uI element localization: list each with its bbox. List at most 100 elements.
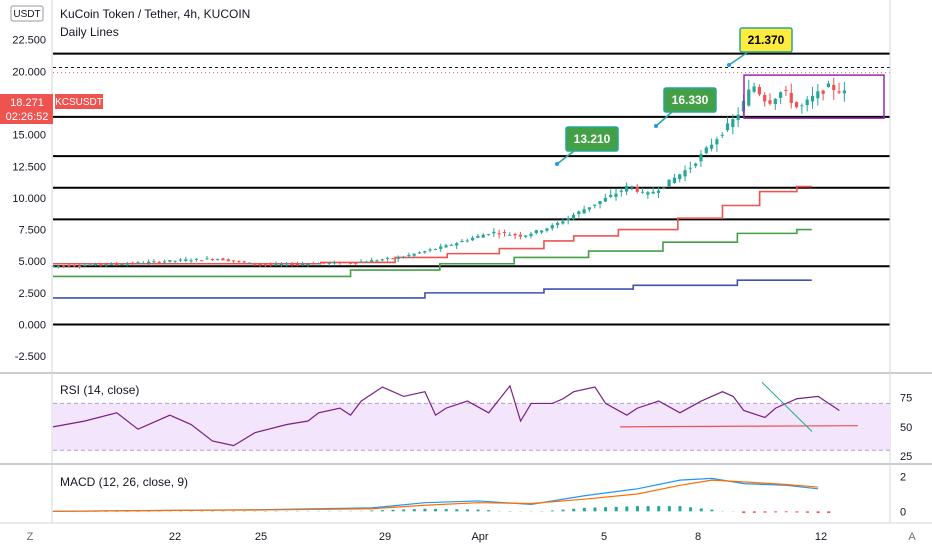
candle-body[interactable] (359, 261, 363, 263)
candle-body[interactable] (285, 263, 289, 265)
candle-body[interactable] (269, 264, 273, 266)
candle-body[interactable] (168, 260, 172, 262)
candle-body[interactable] (784, 89, 788, 91)
candle-body[interactable] (662, 187, 666, 189)
candle-body[interactable] (131, 262, 135, 264)
candle-body[interactable] (439, 246, 443, 249)
candle-body[interactable] (555, 222, 560, 225)
candle-body[interactable] (407, 254, 411, 256)
candle-body[interactable] (513, 233, 517, 236)
candle-body[interactable] (842, 90, 846, 94)
candle-body[interactable] (417, 252, 422, 254)
candle-body[interactable] (497, 233, 501, 235)
candle-body[interactable] (109, 263, 114, 265)
candle-body[interactable] (51, 265, 55, 267)
annotation-box[interactable] (565, 126, 619, 152)
candle-body[interactable] (715, 139, 719, 145)
candle-body[interactable] (263, 264, 268, 266)
candle-body[interactable] (731, 119, 735, 128)
candle-body[interactable] (566, 217, 570, 221)
candle-body[interactable] (115, 263, 119, 265)
candle-body[interactable] (391, 258, 395, 260)
candle-body[interactable] (837, 91, 841, 93)
candle-body[interactable] (279, 264, 283, 266)
candle-body[interactable] (577, 211, 581, 214)
candle-body[interactable] (428, 249, 432, 251)
candle-body[interactable] (630, 186, 634, 188)
candle-body[interactable] (805, 99, 809, 106)
candle-body[interactable] (242, 261, 246, 263)
candle-body[interactable] (609, 194, 613, 197)
candle-body[interactable] (125, 263, 129, 265)
candle-body[interactable] (486, 234, 491, 236)
candle-body[interactable] (423, 251, 427, 253)
moving-average-line[interactable] (53, 185, 812, 265)
candle-body[interactable] (832, 84, 836, 91)
candle-body[interactable] (184, 259, 188, 261)
candle-body[interactable] (481, 234, 485, 238)
candle-body[interactable] (258, 264, 262, 266)
candle-body[interactable] (157, 261, 161, 263)
candle-body[interactable] (210, 259, 214, 261)
rsi-trendline[interactable] (619, 425, 859, 428)
candle-body[interactable] (56, 265, 60, 267)
macd-pane[interactable]: MACD (12, 26, close, 9) 2 0 (51, 472, 907, 519)
candle-body[interactable] (794, 102, 799, 108)
candle-body[interactable] (433, 248, 438, 250)
candle-body[interactable] (672, 177, 677, 183)
candle-body[interactable] (688, 167, 692, 169)
candle-body[interactable] (614, 193, 618, 197)
candle-body[interactable] (226, 259, 230, 262)
candle-body[interactable] (338, 262, 342, 264)
candle-body[interactable] (237, 261, 241, 263)
candle-body[interactable] (725, 123, 730, 131)
moving-average-line[interactable] (53, 279, 812, 299)
candle-body[interactable] (656, 190, 661, 193)
candle-body[interactable] (216, 259, 220, 261)
candle-body[interactable] (598, 201, 602, 205)
candle-body[interactable] (62, 265, 66, 267)
candle-body[interactable] (316, 263, 321, 265)
candle-body[interactable] (768, 100, 772, 104)
candle-body[interactable] (231, 260, 236, 262)
candle-body[interactable] (332, 262, 337, 264)
candle-body[interactable] (104, 264, 108, 266)
candle-body[interactable] (763, 95, 767, 102)
candle-body[interactable] (810, 95, 815, 102)
candle-body[interactable] (460, 240, 464, 243)
candle-body[interactable] (587, 207, 592, 210)
candle-body[interactable] (524, 235, 528, 237)
candle-body[interactable] (502, 232, 507, 234)
candle-body[interactable] (386, 257, 390, 259)
candle-body[interactable] (603, 197, 607, 202)
candle-body[interactable] (683, 170, 687, 177)
candle-body[interactable] (625, 185, 629, 192)
moving-average-line[interactable] (53, 228, 812, 278)
candle-body[interactable] (470, 237, 475, 241)
candle-body[interactable] (571, 214, 576, 220)
candle-body[interactable] (178, 259, 183, 261)
candle-body[interactable] (295, 263, 299, 265)
candle-body[interactable] (800, 105, 804, 107)
time-axis[interactable]: 22 25 29 Apr 5 8 12 (169, 531, 827, 543)
candle-body[interactable] (455, 243, 459, 246)
candle-body[interactable] (93, 263, 98, 266)
candle-body[interactable] (194, 258, 199, 260)
candle-body[interactable] (699, 154, 703, 162)
candle-body[interactable] (582, 209, 586, 214)
candle-body[interactable] (290, 264, 294, 266)
candle-body[interactable] (465, 240, 469, 242)
candle-body[interactable] (529, 233, 533, 237)
candle-body[interactable] (120, 264, 124, 266)
candle-body[interactable] (646, 192, 650, 195)
candle-body[interactable] (205, 258, 209, 260)
candle-body[interactable] (306, 263, 310, 265)
candle-body[interactable] (550, 225, 554, 229)
candle-body[interactable] (274, 263, 278, 265)
annotation-box[interactable] (739, 27, 793, 53)
candle-body[interactable] (327, 262, 331, 264)
candle-body[interactable] (619, 190, 623, 192)
candle-body[interactable] (826, 83, 831, 88)
candle-body[interactable] (72, 265, 76, 267)
